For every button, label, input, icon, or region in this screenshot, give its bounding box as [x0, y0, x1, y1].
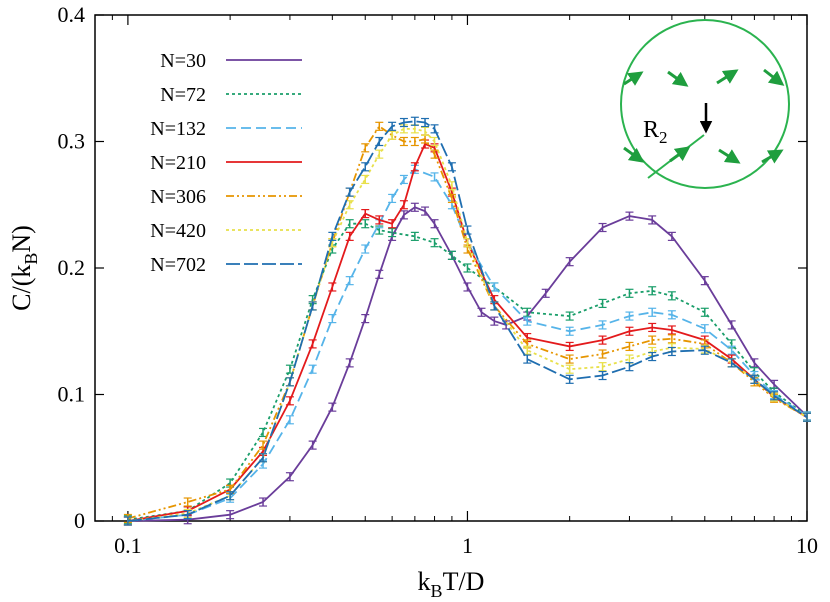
x-tick-label: 10 [796, 533, 818, 558]
legend-label: N=420 [150, 220, 206, 242]
spin-arrow-icon [669, 146, 691, 163]
series-line [127, 125, 808, 520]
y-tick-label: 0 [74, 508, 85, 533]
series-layer [123, 116, 811, 526]
spin-arrow-icon [718, 148, 741, 164]
inset-schematic: R2 [620, 19, 790, 189]
series-N=30 [123, 202, 811, 526]
x-axis-label: kBT/D [418, 567, 485, 601]
series-N=702 [123, 116, 811, 526]
spin-arrow-icon [716, 69, 739, 85]
x-tick-label: 0.1 [114, 533, 142, 558]
legend: N=30 N=72 N=132 N=210 N=306 N=420 N=702 [150, 50, 302, 276]
legend-label: N=132 [150, 118, 206, 140]
legend-label: N=210 [150, 152, 206, 174]
series-line [127, 168, 808, 522]
spin-arrow-icon [623, 146, 645, 163]
y-tick-label: 0.4 [58, 2, 86, 27]
y-tick-label: 0.2 [58, 255, 86, 280]
series-line [127, 206, 808, 522]
y-tick-label: 0.1 [58, 382, 86, 407]
legend-label: N=306 [150, 186, 206, 208]
inset-radius-label: R2 [643, 117, 668, 147]
legend-label: N=30 [160, 50, 206, 72]
series-N=306 [123, 121, 811, 524]
legend-label: N=72 [160, 84, 206, 106]
inset-circle [620, 19, 790, 189]
series-line [127, 222, 808, 521]
spin-arrow-icon [623, 71, 644, 86]
series-N=72 [123, 219, 811, 525]
axis-ticks: 0 0.1 0.2 0.3 0.4 0.1 1 10 [58, 2, 819, 558]
spin-arrow-icon [763, 68, 785, 86]
x-tick-label: 1 [462, 533, 473, 558]
series-line [127, 120, 808, 522]
legend-label: N=702 [150, 254, 206, 276]
y-tick-label: 0.3 [58, 129, 86, 154]
spin-arrow-icon [761, 149, 784, 164]
y-axis-label: C/(kBN) [7, 225, 41, 311]
spin-arrow-icon [667, 70, 689, 87]
